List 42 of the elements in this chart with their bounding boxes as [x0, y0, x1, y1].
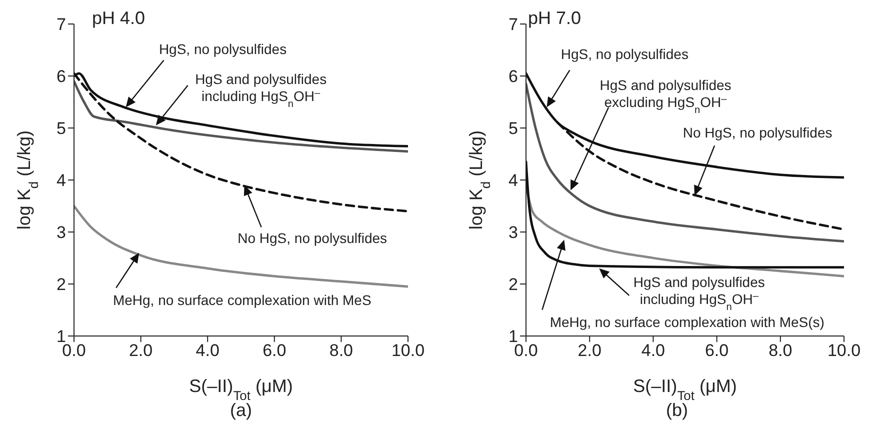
annotation: No HgS, no polysulfides	[238, 230, 388, 246]
annotation: HgS, no polysulfides	[158, 41, 287, 58]
annotation: HgS and polysulfides including HgS$_{n}$OH$^{–}$	[633, 274, 765, 312]
y-tick-label: 4	[508, 171, 518, 190]
x-tick-label: 8.0	[329, 341, 354, 360]
x-axis-title: S(–II)$_{Tot}$ (μM)	[633, 376, 737, 402]
x-tick-label: 10.0	[827, 341, 861, 360]
line-series	[74, 204, 408, 288]
text: (b)	[665, 400, 689, 421]
chart-title: pH 7.0	[528, 8, 582, 29]
y-tick-label: 5	[56, 119, 66, 138]
x-tick-label: 10.0	[391, 341, 425, 360]
y-tick-label: 7	[508, 15, 518, 34]
y-tick-label: 2	[56, 275, 66, 294]
x-tick-label: 4.0	[641, 341, 666, 360]
x-tick-label: 6.0	[704, 341, 729, 360]
x-tick-label: 2.0	[578, 341, 602, 360]
y-tick-label: 6	[56, 67, 66, 86]
annotation: HgS and polysulfides excluding HgS$_{n}$OH$^{–}$	[600, 76, 732, 116]
y-tick-label: 2	[508, 275, 518, 294]
y-tick-label: 4	[56, 171, 66, 190]
x-tick-label: 4.0	[196, 341, 220, 360]
annotation: MeHg, no surface complexation with MeS	[112, 292, 372, 308]
annotation: MeHg, no surface complexation with MeS(s)	[550, 314, 824, 330]
y-tick-label: 7	[56, 15, 66, 34]
annotation: No HgS, no polysulfides	[682, 124, 832, 141]
line-series	[526, 160, 844, 269]
y-tick-label: 5	[508, 119, 518, 138]
x-tick-label: 6.0	[262, 341, 286, 360]
y-tick-label: 3	[56, 223, 66, 242]
line-series	[74, 72, 408, 212]
text: (a)	[229, 400, 253, 421]
annotation: HgS, no polysulfides	[560, 46, 688, 62]
y-tick-label: 6	[508, 67, 518, 86]
x-tick-label: 0.0	[62, 341, 86, 360]
annotation: HgS and polysulfides including HgS$_{n}$OH$^{–}$	[195, 70, 327, 110]
chart-title: pH 4.0	[92, 8, 146, 29]
x-tick-label: 0.0	[514, 341, 538, 360]
x-tick-label: 2.0	[128, 341, 153, 360]
y-tick-label: 3	[508, 223, 518, 242]
x-tick-label: 8.0	[768, 341, 792, 360]
x-axis-title: S(–II)$_{Tot}$ (μM)	[189, 376, 293, 402]
